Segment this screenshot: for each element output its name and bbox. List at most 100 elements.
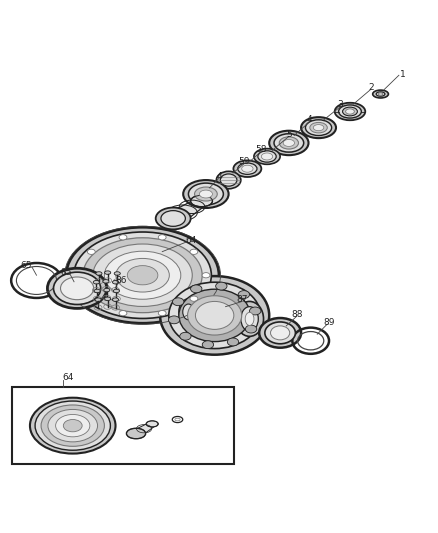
Text: 58: 58 — [255, 145, 267, 154]
Ellipse shape — [265, 322, 295, 344]
Ellipse shape — [87, 249, 95, 254]
Ellipse shape — [74, 232, 212, 318]
Ellipse shape — [158, 235, 166, 240]
Ellipse shape — [161, 211, 185, 227]
Ellipse shape — [343, 107, 357, 116]
Ellipse shape — [105, 297, 111, 301]
Text: 85: 85 — [60, 268, 72, 277]
Ellipse shape — [35, 401, 110, 450]
Ellipse shape — [259, 318, 301, 348]
Ellipse shape — [48, 409, 98, 442]
Ellipse shape — [195, 302, 234, 329]
Ellipse shape — [60, 277, 94, 300]
Text: 3: 3 — [338, 100, 343, 109]
Ellipse shape — [313, 125, 324, 131]
Ellipse shape — [104, 251, 181, 299]
Ellipse shape — [127, 428, 146, 439]
Ellipse shape — [191, 285, 202, 293]
Ellipse shape — [202, 272, 210, 278]
Text: 89: 89 — [323, 318, 335, 327]
Ellipse shape — [269, 131, 308, 155]
Ellipse shape — [245, 325, 257, 333]
Ellipse shape — [173, 298, 184, 305]
Ellipse shape — [238, 290, 250, 298]
Ellipse shape — [245, 312, 254, 326]
Ellipse shape — [305, 120, 332, 135]
Ellipse shape — [156, 210, 190, 227]
Ellipse shape — [183, 180, 229, 208]
Ellipse shape — [241, 306, 258, 331]
Ellipse shape — [254, 149, 280, 164]
Ellipse shape — [188, 183, 223, 205]
Ellipse shape — [114, 272, 120, 275]
Ellipse shape — [168, 316, 180, 324]
Ellipse shape — [158, 311, 166, 316]
Text: 4: 4 — [216, 172, 222, 181]
Ellipse shape — [127, 265, 158, 285]
Bar — [12, 387, 234, 464]
Ellipse shape — [339, 105, 361, 118]
Ellipse shape — [95, 298, 101, 302]
Text: 88: 88 — [292, 310, 304, 319]
Ellipse shape — [105, 271, 111, 274]
Ellipse shape — [301, 117, 336, 138]
Ellipse shape — [216, 171, 241, 189]
Ellipse shape — [194, 187, 217, 201]
Text: 59: 59 — [239, 157, 250, 166]
Ellipse shape — [215, 282, 227, 290]
Ellipse shape — [373, 90, 389, 98]
Ellipse shape — [146, 421, 158, 427]
Ellipse shape — [160, 276, 269, 354]
Ellipse shape — [190, 249, 198, 254]
Ellipse shape — [87, 296, 95, 301]
Ellipse shape — [187, 296, 242, 335]
Ellipse shape — [346, 109, 354, 114]
Ellipse shape — [283, 140, 294, 147]
Ellipse shape — [199, 190, 212, 198]
Ellipse shape — [258, 151, 276, 162]
Ellipse shape — [119, 311, 127, 316]
Ellipse shape — [238, 163, 257, 174]
Ellipse shape — [191, 195, 212, 207]
Ellipse shape — [116, 259, 170, 292]
Text: 2: 2 — [368, 83, 374, 92]
Text: 65: 65 — [20, 261, 32, 270]
Text: 5: 5 — [286, 130, 292, 139]
Text: 87: 87 — [237, 295, 248, 304]
Ellipse shape — [202, 341, 214, 349]
Ellipse shape — [335, 103, 365, 120]
Ellipse shape — [271, 326, 290, 340]
Ellipse shape — [250, 307, 261, 315]
Ellipse shape — [30, 398, 116, 454]
Ellipse shape — [233, 160, 261, 177]
Ellipse shape — [183, 304, 194, 320]
Ellipse shape — [96, 272, 102, 275]
Ellipse shape — [113, 298, 119, 302]
Ellipse shape — [261, 153, 273, 160]
Ellipse shape — [236, 302, 264, 336]
Ellipse shape — [66, 227, 219, 323]
Ellipse shape — [113, 289, 120, 293]
Text: 86: 86 — [116, 276, 127, 285]
Ellipse shape — [242, 165, 253, 172]
Ellipse shape — [179, 289, 251, 342]
Ellipse shape — [180, 332, 191, 340]
Ellipse shape — [274, 134, 304, 152]
Ellipse shape — [220, 174, 237, 186]
Ellipse shape — [190, 296, 198, 301]
Ellipse shape — [155, 207, 191, 229]
Polygon shape — [127, 424, 158, 433]
Text: 1: 1 — [399, 70, 405, 79]
Ellipse shape — [41, 405, 104, 446]
Ellipse shape — [378, 93, 383, 95]
Ellipse shape — [103, 280, 109, 283]
Ellipse shape — [179, 299, 198, 325]
Ellipse shape — [47, 268, 107, 309]
Text: 64: 64 — [185, 236, 197, 245]
Ellipse shape — [310, 123, 327, 133]
Text: 4: 4 — [307, 115, 313, 124]
Ellipse shape — [376, 92, 385, 96]
Polygon shape — [158, 201, 211, 219]
Ellipse shape — [169, 282, 261, 349]
Ellipse shape — [104, 288, 110, 292]
